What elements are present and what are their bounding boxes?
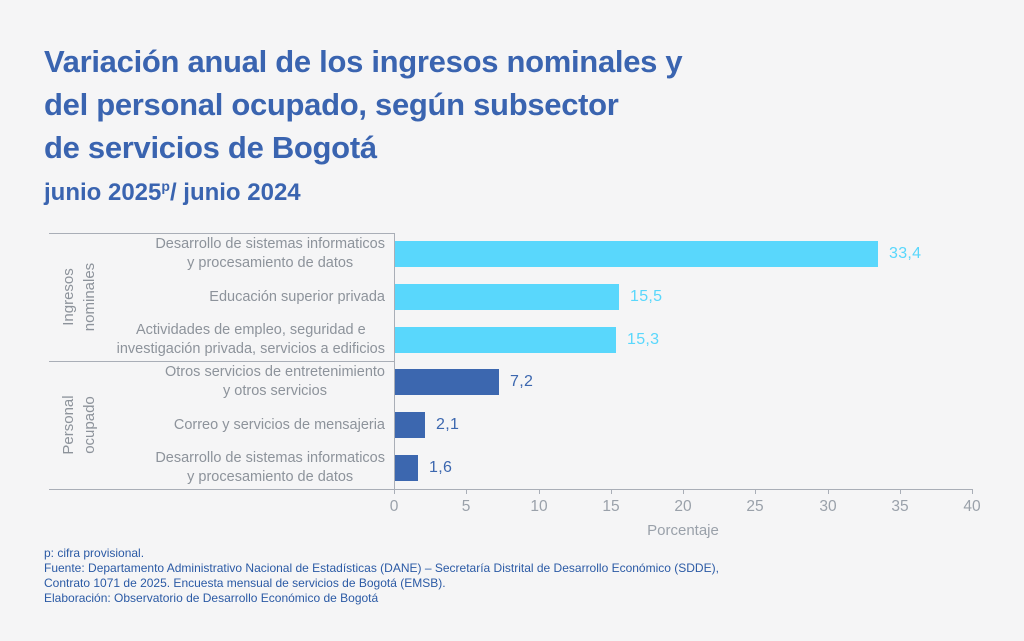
table-row: Otros servicios de entretenimiento y otr… [49,361,973,404]
page-subtitle: junio 2025p/ junio 2024 [44,178,682,207]
page-title: Variación anual de los ingresos nominale… [44,44,683,165]
footnote-provisional: p: cifra provisional. [44,546,145,560]
group-divider-line [49,361,394,362]
y-axis-line [394,233,395,489]
bar-track: 2,1 [394,404,973,447]
subtitle-period-end: / junio 2024 [169,179,301,206]
bar-track: 7,2 [394,361,973,404]
x-axis-tick-label: 35 [891,498,909,515]
bar-value-label: 15,5 [630,288,663,305]
x-axis-tick-mark [755,489,756,494]
x-axis-line [49,489,973,490]
bar-value-label: 33,4 [889,245,922,263]
bar-track: 33,4 [394,233,973,276]
bar-value-label: 2,1 [436,416,460,434]
bar-track: 1,6 [394,446,973,489]
bar [395,454,418,481]
table-row: Desarrollo de sistemas informaticos y pr… [49,446,973,489]
provisional-superscript: p [161,178,170,194]
x-axis-tick-mark [539,489,540,494]
bar-track: 15,3 [394,318,973,361]
chart-top-line [49,233,394,234]
bar [395,369,499,396]
footnote-elaboration: Elaboración: Observatorio de Desarrollo … [44,591,379,605]
footnotes: p: cifra provisional. Fuente: Departamen… [44,546,719,606]
table-row: Actividades de empleo, seguridad e inves… [49,318,973,361]
bar [395,284,619,310]
x-axis-tick-mark [900,489,901,494]
x-axis-tick-mark [683,489,684,494]
bar-track: 15,5 [394,276,973,319]
x-axis-tick-label: 40 [963,498,981,515]
x-axis-tick-mark [972,489,973,494]
x-axis-tick-label: 20 [674,498,692,515]
x-axis-tick-label: 0 [389,498,399,515]
x-axis-tick-label: 30 [819,498,837,515]
bar-rows: Desarrollo de sistemas informaticos y pr… [49,233,973,489]
table-row: Correo y servicios de mensajeria 2,1 [49,404,973,447]
x-axis-tick-label: 10 [530,498,548,515]
chart-header: Variación anual de los ingresos nominale… [44,40,683,207]
x-axis-tick-label: 25 [746,498,764,515]
category-label: Educación superior privada [209,288,385,305]
subtitle-period-start: junio 2025 [44,179,162,206]
x-axis-tick-mark [466,489,467,494]
table-row: Educación superior privada 15,5 [49,276,973,319]
bar-value-label: 7,2 [510,373,534,391]
category-label: Correo y servicios de mensajeria [173,416,385,433]
x-axis-title: Porcentaje [647,522,719,539]
category-label: Otros servicios de entretenimiento y otr… [164,364,385,400]
x-axis: Porcentaje 0 5 10 15 20 25 30 35 40 [390,489,981,549]
bar [395,241,878,268]
bar-value-label: 15,3 [627,330,660,348]
bar-chart: Ingresos nominales Personal ocupado Desa… [49,233,981,539]
x-axis-tick-label: 15 [602,498,620,515]
category-label: Actividades de empleo, seguridad e inves… [116,321,385,357]
bar-value-label: 1,6 [429,458,453,476]
x-axis-tick-mark [611,489,612,494]
footnote-source-1: Fuente: Departamento Administrativo Naci… [44,561,719,575]
bar [395,326,616,353]
x-axis-tick-mark [828,489,829,494]
table-row: Desarrollo de sistemas informaticos y pr… [49,233,973,276]
x-axis-tick-label: 5 [461,498,471,515]
x-axis-tick-mark [394,489,395,494]
footnote-source-2: Contrato 1071 de 2025. Encuesta mensual … [44,576,446,590]
bar [395,412,425,439]
category-label: Desarrollo de sistemas informaticos y pr… [155,449,385,485]
category-label: Desarrollo de sistemas informaticos y pr… [155,236,385,272]
